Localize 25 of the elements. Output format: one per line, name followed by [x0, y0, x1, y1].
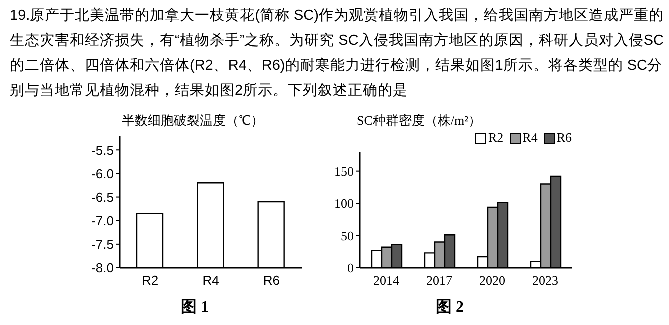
y-tick-label: 50 — [341, 228, 354, 244]
legend-label: R4 — [522, 130, 538, 146]
y-axis-title: 半数细胞破裂温度（℃） — [122, 112, 264, 130]
x-tick-label: R6 — [263, 273, 280, 288]
text: 19.原产于北美温带的加拿大一枝黄花(简称 SC)作为观赏植物引入我国，给我国南方地区造成严重的生态灾害和经济损失，有“植物杀手”之称。为研究 SC入侵我国南方地区的原因，科研人员对入侵SC的二倍体、四倍体和六倍体(R2、R4、R6)的耐寒能力进行检测，结果如图1所示。将各类型的 SC分别与当地常见植物混种，结果如图2所示。下列叙述正确的是 — [10, 6, 665, 101]
y-tick-label: -5.5 — [92, 142, 114, 158]
x-tick-label: 2017 — [426, 273, 453, 288]
y-tick-label: 0 — [348, 260, 354, 276]
y-tick-label: -7.0 — [92, 213, 114, 228]
legend-label: R6 — [556, 130, 572, 146]
x-tick-label: 2014 — [374, 273, 400, 288]
x-tick-label: R2 — [142, 273, 159, 288]
x-tick-label: 2020 — [480, 273, 506, 288]
x-tick-label: 2023 — [532, 273, 558, 288]
y-tick-label: -8.0 — [92, 260, 114, 276]
y-tick-label: 150 — [334, 164, 354, 179]
legend-label: R2 — [488, 130, 504, 146]
caption: 图 2 — [435, 298, 465, 318]
y-tick-label: -6.0 — [92, 166, 114, 182]
y-tick-label: -6.5 — [92, 190, 114, 205]
y-tick-label: 100 — [334, 196, 354, 212]
y-axis-title: SC种群密度（株/m²） — [357, 112, 482, 130]
caption: 图 1 — [180, 298, 210, 318]
x-tick-label: R4 — [202, 273, 220, 288]
y-tick-label: -7.5 — [92, 237, 114, 252]
